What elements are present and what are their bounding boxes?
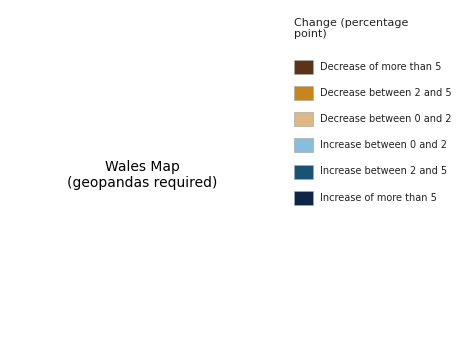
- Text: Wales Map
(geopandas required): Wales Map (geopandas required): [67, 160, 218, 190]
- Text: Decrease between 0 and 2: Decrease between 0 and 2: [320, 114, 451, 124]
- FancyBboxPatch shape: [294, 86, 313, 100]
- FancyBboxPatch shape: [294, 164, 313, 178]
- Text: Increase between 2 and 5: Increase between 2 and 5: [320, 167, 447, 176]
- FancyBboxPatch shape: [294, 138, 313, 152]
- FancyBboxPatch shape: [294, 60, 313, 74]
- FancyBboxPatch shape: [294, 112, 313, 126]
- FancyBboxPatch shape: [294, 191, 313, 205]
- Text: Change (percentage
point): Change (percentage point): [294, 18, 408, 39]
- Text: Increase of more than 5: Increase of more than 5: [320, 193, 437, 203]
- Text: Decrease between 2 and 5: Decrease between 2 and 5: [320, 88, 452, 98]
- Text: Decrease of more than 5: Decrease of more than 5: [320, 62, 441, 71]
- Text: Increase between 0 and 2: Increase between 0 and 2: [320, 140, 447, 150]
